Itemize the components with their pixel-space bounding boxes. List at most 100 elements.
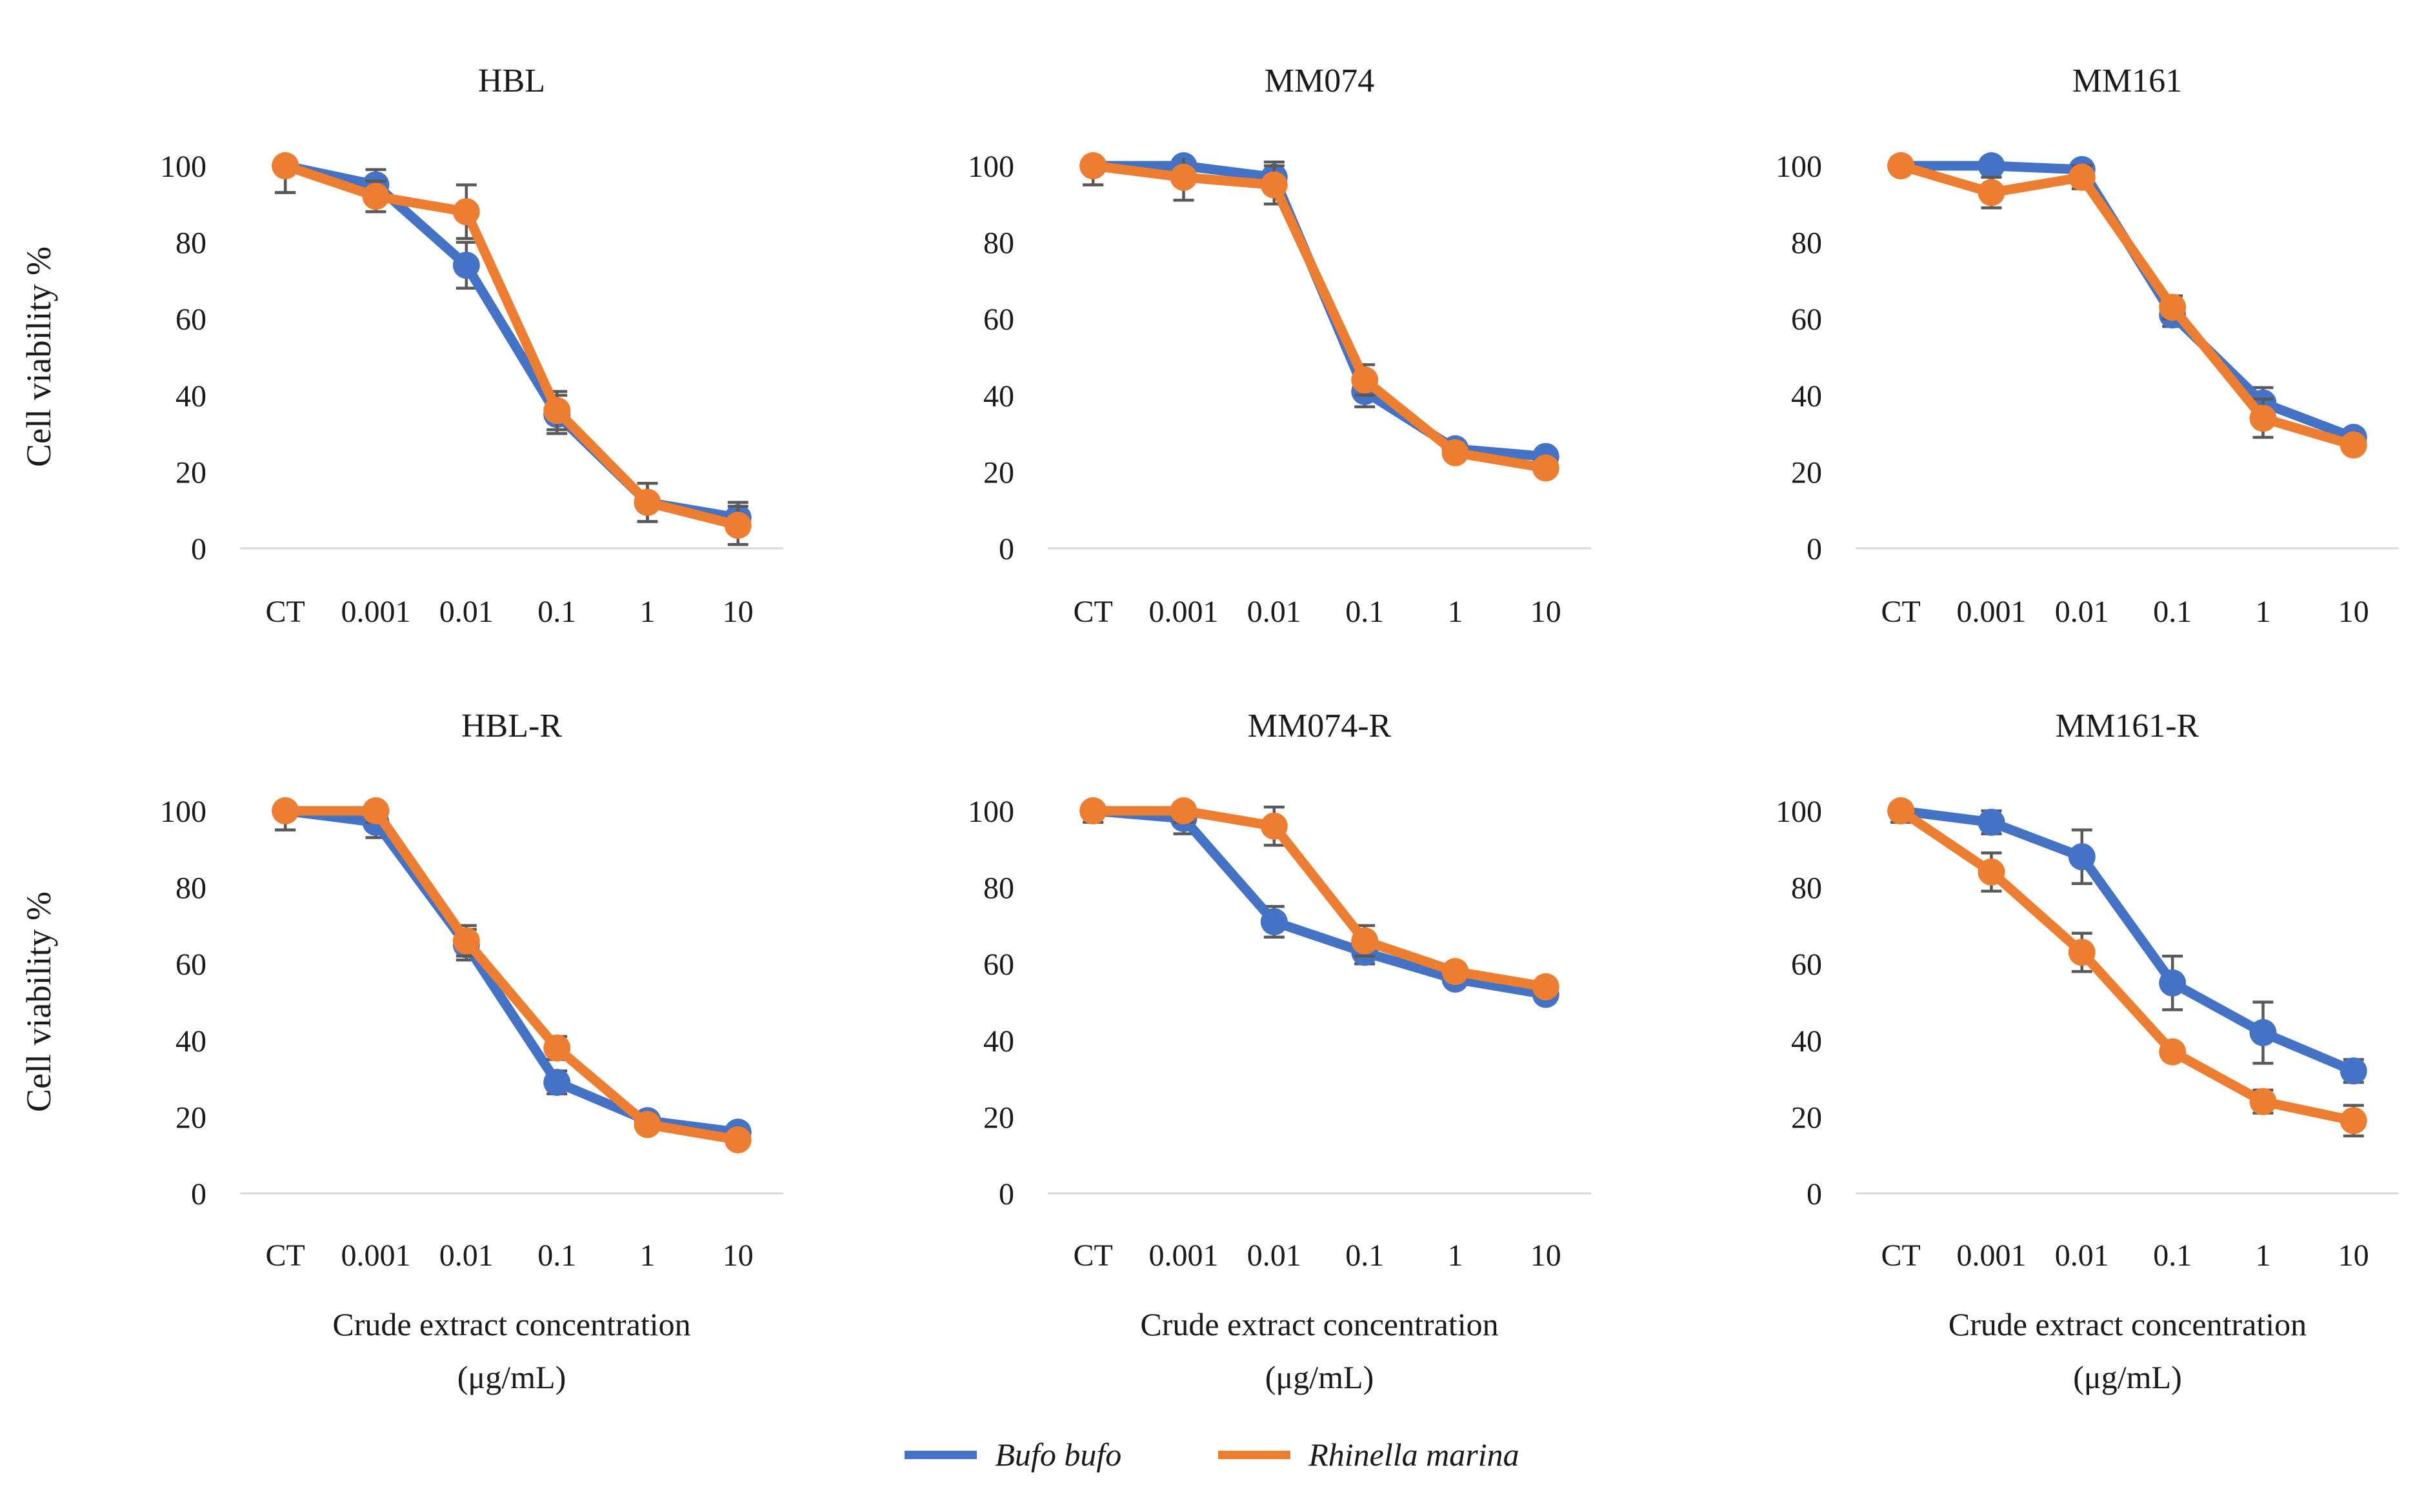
series-markers-rhinella-marina [1887,152,2367,459]
legend-line-swatch [1218,1450,1291,1459]
svg-text:CT: CT [266,595,305,629]
x-axis-title-line2: (μg/mL) [457,1359,566,1395]
chart-svg-hbl: HBL 0 20 40 60 80 100 CT 0.001 0.01 0.1 1 10 [160,63,783,629]
svg-text:1: 1 [640,1238,656,1273]
series-line-bufo-bufo [1088,161,1551,462]
chart-title: MM161-R [2056,708,2199,744]
svg-text:0.1: 0.1 [1345,1238,1384,1273]
legend-item-rhinella-marina: Rhinella marina [1218,1436,1519,1473]
legend-label: Rhinella marina [1308,1437,1519,1473]
svg-text:80: 80 [983,871,1014,906]
svg-text:80: 80 [175,226,206,261]
svg-text:80: 80 [1791,871,1822,906]
y-axis-title: Cell viability % [19,246,58,467]
svg-text:0.001: 0.001 [1957,595,2027,629]
x-axis-title: Crude extract concentration (μg/mL) [1023,1304,1616,1397]
series-line-rhinella-marina [280,806,743,1145]
x-axis-tick-labels: CT 0.001 0.01 0.1 1 10 [1881,595,2369,629]
svg-text:CT: CT [1074,595,1113,629]
svg-text:0.01: 0.01 [1247,595,1301,629]
svg-text:100: 100 [160,795,206,829]
chart-svg-mm161: MM161 0 20 40 60 80 100 CT 0.001 0.01 0.1 1 10 [1776,63,2399,629]
series-line-rhinella-marina [1896,806,2359,1126]
svg-text:60: 60 [1791,303,1822,337]
series-line-bufo-bufo [1896,806,2359,1076]
x-axis-title: Crude extract concentration (μg/mL) [215,1304,808,1397]
svg-text:40: 40 [983,379,1014,413]
svg-text:0.001: 0.001 [1957,1238,2027,1273]
svg-text:100: 100 [160,150,206,184]
svg-text:0: 0 [999,1177,1014,1211]
svg-text:0.01: 0.01 [439,1238,494,1273]
svg-text:100: 100 [1776,150,1822,184]
chart-svg-hbl-r: HBL-R 0 20 40 60 80 100 CT 0.001 0.01 0.1 1 10 [160,708,783,1273]
svg-text:80: 80 [175,871,206,906]
chart-hbl-r: HBL-R 0 20 40 60 80 100 CT 0.001 0.01 0.1 1 10 [0,677,808,1297]
error-bars-rhinella-marina [1083,158,1556,477]
svg-text:0: 0 [1807,1177,1822,1211]
series-markers-bufo-bufo [1079,152,1559,470]
x-axis-title-line2: (μg/mL) [2073,1359,2182,1395]
x-axis-title-line1: Crude extract concentration [1948,1306,2307,1342]
chart-hbl: HBL 0 20 40 60 80 100 CT 0.001 0.01 0.1 1 10 [0,0,808,677]
svg-text:0: 0 [191,532,206,566]
svg-text:0.1: 0.1 [1345,595,1384,629]
chart-title: HBL-R [461,708,562,744]
svg-text:1: 1 [1448,1238,1463,1273]
svg-text:CT: CT [1881,1238,1921,1273]
series-line-bufo-bufo [1088,806,1551,1000]
svg-text:60: 60 [175,948,206,982]
series-line-bufo-bufo [1896,161,2359,443]
svg-text:40: 40 [175,1024,206,1059]
svg-text:0: 0 [1807,532,1822,566]
svg-text:100: 100 [968,150,1014,184]
x-axis-title: Crude extract concentration (μg/mL) [1831,1304,2424,1397]
legend-label: Bufo bufo [995,1437,1122,1473]
svg-text:0.001: 0.001 [1149,1238,1219,1273]
series-markers-bufo-bufo [1887,152,2367,451]
chart-cell-mm161-r: MM161-R 0 20 40 60 80 100 CT 0.001 0.01 0.1 1 10 Cru… [1616,677,2424,1397]
error-bars-rhinella-marina [275,158,748,546]
svg-text:CT: CT [1074,1238,1113,1273]
svg-text:60: 60 [175,303,206,337]
svg-text:0.1: 0.1 [537,1238,576,1273]
svg-text:CT: CT [1881,595,1921,629]
chart-mm074: MM074 0 20 40 60 80 100 CT 0.001 0.01 0.1 1 10 [808,0,1616,677]
series-markers-rhinella-marina [1079,797,1559,1000]
y-axis-tick-labels: 0 20 40 60 80 100 [1776,795,1822,1211]
chart-svg-mm074: MM074 0 20 40 60 80 100 CT 0.001 0.01 0.1 1 10 [968,63,1591,629]
x-axis-title-line2: (μg/mL) [1265,1359,1374,1395]
chart-title: MM074-R [1248,708,1392,744]
svg-text:20: 20 [175,1100,206,1135]
legend-item-bufo-bufo: Bufo bufo [905,1436,1121,1473]
series-markers-bufo-bufo [272,797,752,1146]
chart-mm074-r: MM074-R 0 20 40 60 80 100 CT 0.001 0.01 0.1 1 10 [808,677,1616,1297]
svg-text:0.1: 0.1 [2153,1238,2192,1273]
chart-mm161-r: MM161-R 0 20 40 60 80 100 CT 0.001 0.01 0.1 1 10 [1616,677,2424,1297]
series-markers-rhinella-marina [272,152,752,539]
svg-text:0.01: 0.01 [2055,595,2109,629]
svg-text:10: 10 [2338,595,2369,629]
error-bars-bufo-bufo [1083,158,1556,466]
svg-text:100: 100 [968,795,1014,829]
svg-text:100: 100 [1776,795,1822,829]
chart-title: MM161 [2072,63,2182,99]
svg-text:0.01: 0.01 [439,595,494,629]
y-axis-tick-labels: 0 20 40 60 80 100 [968,150,1014,566]
svg-text:1: 1 [2256,595,2271,629]
series-line-rhinella-marina [1088,161,1551,473]
svg-text:10: 10 [1530,595,1561,629]
error-bars-bufo-bufo [275,803,748,1142]
svg-text:20: 20 [983,455,1014,490]
legend-line-swatch [905,1450,977,1459]
x-axis-tick-labels: CT 0.001 0.01 0.1 1 10 [266,595,754,629]
chart-cell-hbl-r: Cell viability % HBL-R 0 20 40 60 80 100 CT 0.00… [0,677,808,1397]
chart-title: HBL [478,63,545,99]
series-line-rhinella-marina [1896,161,2359,450]
error-bars-rhinella-marina [275,803,748,1149]
series-line-bufo-bufo [280,806,743,1137]
chart-title: MM074 [1265,63,1374,99]
svg-text:40: 40 [1791,379,1822,413]
charts-grid: Cell viability % HBL 0 20 40 60 80 100 CT 0.001 0… [0,0,2424,1397]
